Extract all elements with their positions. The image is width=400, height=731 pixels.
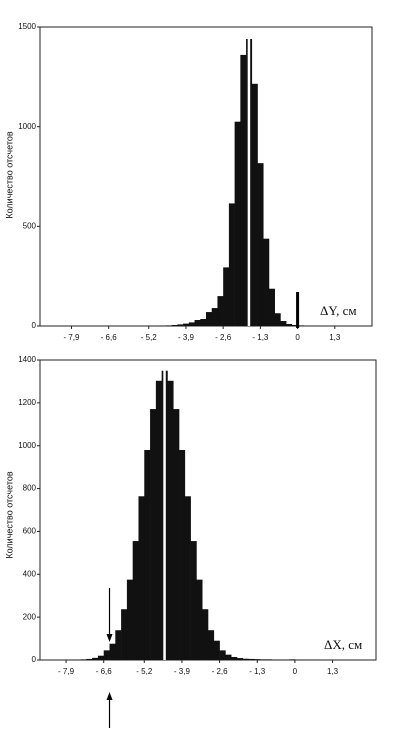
x-tick-label: 0 [295, 333, 300, 342]
histogram-bar [109, 643, 116, 660]
histogram-bar [144, 450, 151, 660]
histogram-bar [286, 324, 293, 326]
histogram-bar [228, 203, 235, 326]
histogram-bar [202, 609, 209, 660]
histogram-bar [200, 319, 207, 326]
x-tick-label: - 5,2 [141, 333, 158, 342]
histogram-bar [257, 163, 264, 326]
x-tick-label: - 1,3 [249, 667, 266, 676]
y-tick-label: 0 [32, 321, 37, 330]
x-axis-label: ΔY, см [320, 303, 357, 318]
histogram-bar [179, 450, 186, 660]
histogram-bar [236, 658, 244, 660]
histogram-bar [240, 54, 247, 326]
histogram-bar [126, 579, 133, 660]
x-tick-label: 1,3 [327, 667, 339, 676]
x-tick-label: - 6,6 [101, 333, 118, 342]
arrow-head [106, 634, 113, 642]
y-axis-label: Количество отсчетов [4, 471, 14, 558]
histogram-bar [223, 267, 230, 326]
histogram-bar [155, 380, 162, 660]
histogram-bar [265, 659, 273, 660]
histogram-bar [260, 659, 267, 660]
histogram-bar [138, 496, 145, 660]
x-tick-label: - 5,2 [136, 667, 153, 676]
histogram-bar [291, 325, 298, 326]
histogram-bar [177, 324, 184, 326]
histogram-bar [289, 659, 296, 660]
x-tick-label: - 7,9 [63, 333, 80, 342]
histogram-bar [280, 321, 287, 326]
x-tick-label: - 6,6 [96, 667, 113, 676]
histogram-bar [254, 659, 261, 660]
histogram-bar [196, 579, 203, 660]
histogram-bar [132, 541, 139, 660]
histogram-bar [213, 640, 220, 660]
histogram-bar [171, 325, 178, 326]
histogram-bar [188, 322, 195, 326]
histogram-bar [242, 658, 249, 660]
y-tick-label: 1200 [18, 398, 36, 407]
x-tick-label: 1,3 [329, 333, 341, 342]
histogram-bar [234, 121, 241, 326]
x-axis-label: ΔX, см [324, 637, 362, 652]
histogram-bar [121, 609, 128, 660]
histogram-bar [97, 655, 105, 660]
y-tick-label: 800 [23, 484, 37, 493]
histogram-bar [297, 325, 304, 326]
histogram-bar [80, 659, 87, 660]
histogram-bar [211, 308, 218, 326]
histogram-bar [103, 650, 110, 660]
histogram-bar [217, 296, 224, 326]
y-tick-label: 200 [23, 612, 37, 621]
x-tick-label: - 2,6 [215, 333, 232, 342]
x-tick-label: - 3,9 [178, 333, 195, 342]
x-tick-label: - 1,3 [252, 333, 269, 342]
histogram-bar [190, 541, 197, 660]
x-tick-label: - 3,9 [174, 667, 191, 676]
histogram-bar [225, 654, 232, 660]
histogram-bar [251, 83, 258, 326]
histogram-bar [86, 658, 93, 660]
x-tick-label: - 7,9 [58, 667, 75, 676]
histogram-bar [167, 380, 174, 660]
x-tick-label: - 2,6 [212, 667, 229, 676]
histogram-bar [150, 409, 157, 660]
histogram-bar [248, 658, 255, 660]
x-tick-label: 0 [293, 667, 298, 676]
y-tick-label: 0 [32, 655, 37, 664]
y-tick-label: 1500 [18, 22, 36, 31]
histogram-bar [165, 325, 172, 326]
y-tick-label: 500 [23, 221, 37, 230]
y-tick-label: 1400 [18, 355, 36, 364]
histogram-bar [268, 288, 275, 326]
histogram-bar [231, 657, 238, 660]
histogram-bar [183, 323, 190, 326]
y-tick-label: 400 [23, 569, 37, 578]
histogram-bar [274, 313, 281, 326]
histogram-bar [184, 496, 191, 660]
histogram-bar [206, 312, 213, 326]
histogram-bar [219, 650, 226, 660]
histogram-bar [208, 630, 215, 660]
histogram-bar [92, 657, 99, 660]
y-axis-label: Количество отсчетов [4, 131, 14, 218]
arrow-head [106, 692, 113, 700]
y-tick-label: 1000 [18, 441, 36, 450]
histogram-bar [115, 630, 122, 660]
histogram-bar [263, 238, 270, 326]
histogram-bar [194, 320, 201, 326]
y-tick-label: 1000 [18, 122, 36, 131]
histogram-bar [173, 409, 180, 660]
y-tick-label: 600 [23, 527, 37, 536]
plot-frame [39, 26, 373, 327]
